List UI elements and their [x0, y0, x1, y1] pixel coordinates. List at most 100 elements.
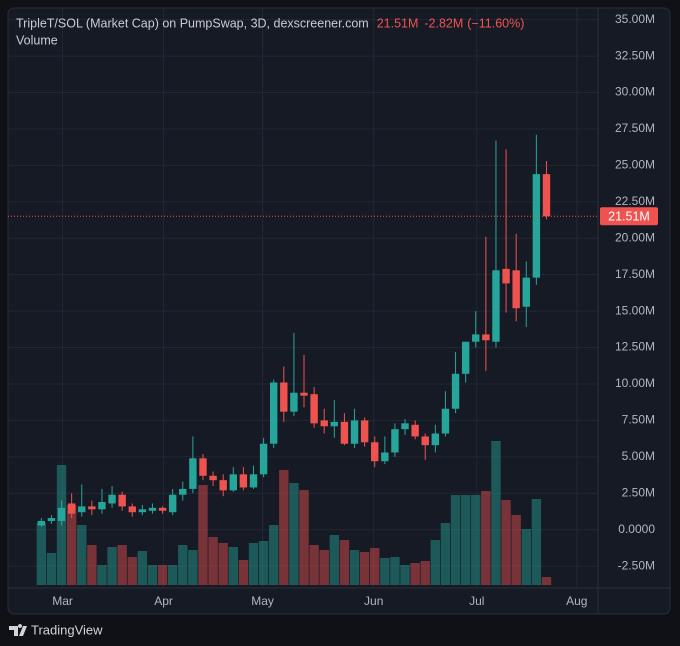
y-tick-label: 7.50M	[622, 413, 655, 427]
candle-body	[290, 392, 298, 412]
volume-bar	[218, 543, 228, 585]
candle-body	[411, 424, 419, 437]
volume-bar	[117, 545, 127, 585]
candle-body	[532, 174, 541, 278]
x-tick-label: Jul	[469, 594, 484, 608]
volume-bar	[87, 545, 97, 585]
volume-bar	[410, 563, 420, 585]
volume-bar	[36, 523, 47, 585]
candle-body	[512, 270, 520, 309]
candle-body	[239, 474, 248, 488]
volume-bar	[319, 550, 329, 585]
volume-bar	[46, 553, 57, 585]
candle-body	[421, 436, 429, 446]
volume-bar	[299, 490, 309, 585]
volume-bar	[501, 500, 511, 585]
y-tick-label: 32.50M	[615, 48, 655, 62]
candle-body	[300, 392, 308, 396]
volume-bar	[460, 495, 471, 585]
tradingview-logo	[9, 624, 27, 636]
volume-bar	[228, 547, 238, 585]
candle-body	[391, 429, 399, 453]
volume-bar	[66, 505, 77, 585]
candle-body	[401, 423, 409, 430]
volume-bar	[127, 557, 137, 585]
y-tick-label: 20.00M	[615, 230, 655, 244]
candle-body	[340, 421, 349, 444]
volume-bar	[440, 523, 451, 585]
candle-body	[57, 507, 66, 521]
candle-body	[310, 394, 318, 424]
volume-bar	[521, 529, 531, 585]
candle-body	[280, 382, 288, 412]
candle-body	[522, 277, 530, 307]
volume-bar	[289, 483, 299, 585]
volume-bar	[541, 577, 552, 585]
candle-body	[441, 408, 450, 434]
candle-body	[118, 494, 126, 507]
volume-bar	[390, 557, 400, 585]
candle-body	[37, 520, 46, 526]
y-tick-label: 2.50M	[622, 485, 655, 499]
volume-bar	[380, 558, 390, 585]
candle-body	[88, 506, 96, 510]
volume-bar	[309, 545, 319, 585]
candle-body	[482, 334, 490, 341]
volume-bar	[481, 491, 491, 585]
candle-body	[148, 507, 157, 511]
x-tick-label: Aug	[566, 594, 587, 608]
y-tick-label: 25.00M	[615, 158, 655, 172]
candle-body	[219, 480, 227, 491]
volume-bar	[339, 540, 350, 585]
y-tick-label: 17.50M	[615, 267, 655, 281]
candle-body	[330, 421, 339, 427]
candle-body	[98, 502, 106, 510]
candle-body	[461, 341, 470, 374]
volume-bar	[77, 525, 87, 585]
candle-body	[209, 475, 217, 481]
y-tick-label: 35.00M	[615, 12, 655, 26]
y-tick-label: 30.00M	[615, 85, 655, 99]
chart-title: TripleT/SOL (Market Cap) on PumpSwap, 3D…	[16, 16, 369, 30]
candle-body	[138, 509, 147, 513]
candle-body	[128, 506, 136, 513]
volume-bar	[167, 565, 178, 585]
x-tick-label: Jun	[364, 594, 383, 608]
volume-bar	[248, 543, 259, 585]
volume-bar	[511, 515, 521, 585]
last-price-badge	[600, 207, 658, 226]
volume-bar	[97, 565, 107, 585]
candle-body	[158, 507, 167, 511]
candle-body	[320, 420, 328, 427]
volume-bar	[178, 545, 188, 585]
x-tick-label: Apr	[154, 594, 173, 608]
candle-body	[542, 174, 551, 217]
volume-bar	[107, 547, 117, 585]
y-tick-label: 10.00M	[615, 376, 655, 390]
candle-body	[199, 458, 207, 476]
volume-bar	[238, 560, 249, 585]
volume-bar	[147, 565, 158, 585]
candle-body	[472, 334, 480, 342]
x-tick-label: May	[251, 594, 274, 608]
candle-body	[168, 494, 177, 513]
candle-body	[67, 503, 76, 514]
candle-body	[108, 494, 116, 504]
candle-body	[360, 420, 369, 443]
volume-bar	[279, 470, 289, 585]
y-tick-label: 0.0000	[618, 522, 655, 536]
volume-bar	[349, 550, 360, 585]
footer-brand: TradingView	[31, 622, 103, 637]
y-tick-label: 15.00M	[615, 303, 655, 317]
y-tick-label: 12.50M	[615, 340, 655, 354]
volume-bar	[208, 537, 218, 585]
volume-bar	[188, 550, 198, 585]
candle-body	[431, 433, 440, 446]
volume-bar	[258, 541, 269, 585]
volume-bar	[400, 565, 410, 585]
candle-body	[259, 443, 268, 475]
volume-bar	[359, 552, 370, 585]
candle-body	[270, 382, 278, 444]
header-change-pct: (−11.60%)	[467, 16, 524, 30]
